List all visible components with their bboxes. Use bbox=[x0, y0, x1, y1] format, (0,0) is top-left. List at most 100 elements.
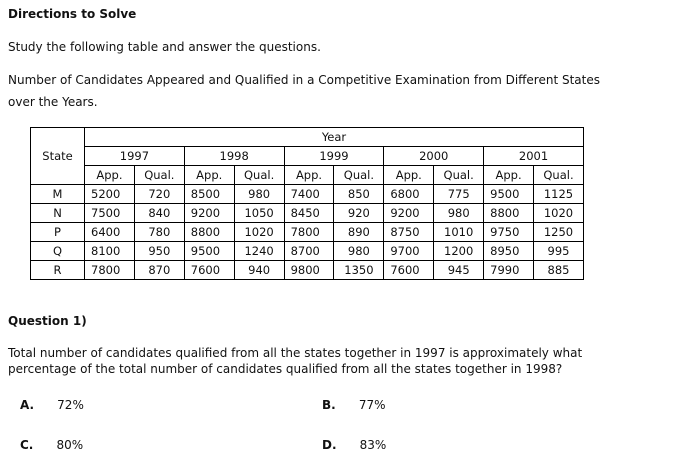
option-c[interactable]: C. 80% bbox=[20, 434, 83, 453]
qualified-cell: 720 bbox=[133, 184, 185, 204]
table-caption-line2: over the Years. bbox=[8, 95, 98, 109]
qualified-cell: 995 bbox=[533, 241, 584, 261]
qualified-cell: 1350 bbox=[333, 260, 385, 280]
qualified-cell: 1010 bbox=[433, 222, 485, 242]
qualified-cell: 1020 bbox=[233, 222, 285, 242]
qualified-cell: 775 bbox=[433, 184, 485, 204]
appeared-cell: 7800 bbox=[84, 260, 135, 280]
qualified-cell: 870 bbox=[133, 260, 185, 280]
appeared-cell: 8700 bbox=[283, 241, 335, 261]
option-b-value: 77% bbox=[358, 398, 386, 412]
qualified-cell: 980 bbox=[233, 184, 285, 204]
qual-header: Qual. bbox=[533, 165, 584, 185]
app-header: App. bbox=[383, 165, 435, 185]
appeared-cell: 7990 bbox=[483, 260, 535, 280]
option-b-label: B. bbox=[322, 398, 336, 412]
app-header: App. bbox=[483, 165, 535, 185]
qualified-cell: 980 bbox=[433, 203, 485, 223]
option-d-label: D. bbox=[322, 438, 337, 452]
qual-header: Qual. bbox=[133, 165, 185, 185]
state-column-header: State bbox=[30, 127, 85, 185]
app-header: App. bbox=[183, 165, 235, 185]
appeared-cell: 9500 bbox=[183, 241, 235, 261]
year-header: 2000 bbox=[383, 146, 485, 166]
question-text-line1: Total number of candidates qualified fro… bbox=[8, 346, 583, 360]
qual-header: Qual. bbox=[333, 165, 385, 185]
appeared-cell: 9500 bbox=[483, 184, 535, 204]
appeared-cell: 5200 bbox=[84, 184, 135, 204]
candidates-table: State Year 1997 1998 1999 2000 2001 App.… bbox=[30, 127, 584, 280]
app-header: App. bbox=[283, 165, 335, 185]
appeared-cell: 9700 bbox=[383, 241, 435, 261]
qualified-cell: 780 bbox=[133, 222, 185, 242]
state-cell: P bbox=[30, 222, 85, 242]
table-row: Q 8100 950 9500 1240 8700 980 9700 1200 8950 995 bbox=[30, 241, 584, 261]
appeared-cell: 8450 bbox=[283, 203, 335, 223]
question-label: Question 1) bbox=[8, 314, 87, 328]
appeared-cell: 8800 bbox=[483, 203, 535, 223]
year-header: 1998 bbox=[183, 146, 285, 166]
qualified-cell: 840 bbox=[133, 203, 185, 223]
qualified-cell: 1200 bbox=[433, 241, 485, 261]
qualified-cell: 1240 bbox=[233, 241, 285, 261]
year-group-header: Year bbox=[84, 127, 584, 147]
option-d[interactable]: D. 83% bbox=[322, 434, 386, 453]
option-a-label: A. bbox=[20, 398, 35, 412]
appeared-cell: 9200 bbox=[383, 203, 435, 223]
qualified-cell: 885 bbox=[533, 260, 584, 280]
table-row: R 7800 870 7600 940 9800 1350 7600 945 7990 885 bbox=[30, 260, 584, 280]
appeared-cell: 9800 bbox=[283, 260, 335, 280]
state-cell: N bbox=[30, 203, 85, 223]
option-b[interactable]: B. 77% bbox=[322, 394, 385, 413]
qualified-cell: 940 bbox=[233, 260, 285, 280]
qualified-cell: 1020 bbox=[533, 203, 584, 223]
appeared-cell: 8100 bbox=[84, 241, 135, 261]
table-row: M 5200 720 8500 980 7400 850 6800 775 9500 1125 bbox=[30, 184, 584, 204]
table-header-row-sub: App. Qual. App. Qual. App. Qual. App. Qu… bbox=[31, 165, 584, 185]
appeared-cell: 9200 bbox=[183, 203, 235, 223]
year-header: 1997 bbox=[84, 146, 185, 166]
table-body: M 5200 720 8500 980 7400 850 6800 775 9500 1125 N 75… bbox=[30, 184, 584, 280]
qualified-cell: 920 bbox=[333, 203, 385, 223]
state-cell: Q bbox=[30, 241, 85, 261]
qualified-cell: 850 bbox=[333, 184, 385, 204]
qualified-cell: 950 bbox=[133, 241, 185, 261]
table-header-row-years: 1997 1998 1999 2000 2001 bbox=[31, 146, 584, 166]
appeared-cell: 8800 bbox=[183, 222, 235, 242]
year-header: 1999 bbox=[283, 146, 385, 166]
table-caption-line1: Number of Candidates Appeared and Qualif… bbox=[8, 73, 601, 87]
appeared-cell: 7600 bbox=[383, 260, 435, 280]
option-a-value: 72% bbox=[57, 398, 84, 412]
appeared-cell: 8950 bbox=[483, 241, 535, 261]
directions-title: Directions to Solve bbox=[8, 7, 137, 21]
year-header: 2001 bbox=[483, 146, 584, 166]
qual-header: Qual. bbox=[433, 165, 485, 185]
qualified-cell: 890 bbox=[333, 222, 385, 242]
appeared-cell: 9750 bbox=[483, 222, 535, 242]
table-row: N 7500 840 9200 1050 8450 920 9200 980 8800 1020 bbox=[30, 203, 584, 223]
qualified-cell: 1050 bbox=[233, 203, 285, 223]
appeared-cell: 8500 bbox=[183, 184, 235, 204]
option-c-value: 80% bbox=[56, 438, 84, 452]
table-row: P 6400 780 8800 1020 7800 890 8750 1010 9750 1250 bbox=[30, 222, 584, 242]
appeared-cell: 7600 bbox=[183, 260, 235, 280]
appeared-cell: 6800 bbox=[383, 184, 435, 204]
appeared-cell: 6400 bbox=[84, 222, 135, 242]
appeared-cell: 7800 bbox=[283, 222, 335, 242]
state-cell: M bbox=[30, 184, 85, 204]
option-a[interactable]: A. 72% bbox=[20, 394, 84, 413]
table-header-row-year: State Year bbox=[30, 127, 584, 185]
appeared-cell: 8750 bbox=[383, 222, 435, 242]
app-header: App. bbox=[84, 165, 135, 185]
qual-header: Qual. bbox=[233, 165, 285, 185]
question-text-line2: percentage of the total number of candid… bbox=[8, 362, 563, 376]
qualified-cell: 1250 bbox=[533, 222, 584, 242]
qualified-cell: 980 bbox=[333, 241, 385, 261]
appeared-cell: 7400 bbox=[283, 184, 335, 204]
qualified-cell: 1125 bbox=[533, 184, 584, 204]
qualified-cell: 945 bbox=[433, 260, 485, 280]
instruction-text: Study the following table and answer the… bbox=[8, 40, 321, 54]
option-d-value: 83% bbox=[359, 438, 387, 452]
option-c-label: C. bbox=[20, 438, 34, 452]
appeared-cell: 7500 bbox=[84, 203, 135, 223]
